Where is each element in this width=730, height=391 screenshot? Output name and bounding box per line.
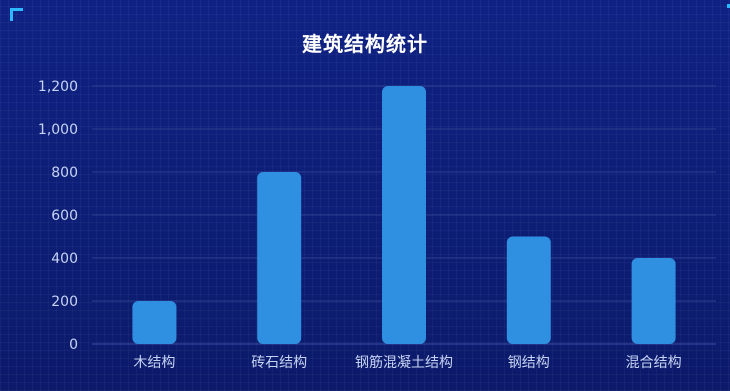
y-tick-label: 200 (51, 294, 78, 310)
x-axis-ticks: 木结构 砖石结构 钢筋混凝土结构 钢结构 混合结构 (133, 354, 681, 371)
x-tick-label: 钢筋混凝土结构 (355, 354, 453, 371)
x-tick-label: 木结构 (133, 355, 175, 371)
corner-decoration-top-right (727, 4, 730, 8)
x-tick-label: 混合结构 (626, 355, 682, 371)
y-tick-label: 0 (69, 337, 78, 353)
y-tick-label: 1,000 (38, 122, 78, 138)
bar (382, 86, 426, 344)
y-tick-label: 1,200 (38, 79, 78, 95)
y-axis-ticks: 0 200 400 600 800 1,000 1,200 (38, 79, 78, 353)
bar (506, 236, 551, 344)
bars (132, 86, 676, 344)
bar (132, 301, 177, 344)
y-tick-label: 400 (51, 251, 78, 267)
x-tick-label: 砖石结构 (251, 355, 307, 371)
bar (631, 258, 676, 344)
y-tick-label: 800 (51, 165, 78, 181)
chart-title: 建筑结构统计 (302, 32, 428, 56)
x-tick-label: 钢结构 (508, 355, 550, 371)
bar (257, 172, 302, 344)
y-tick-label: 600 (51, 208, 78, 224)
corner-decoration-top-left (10, 8, 23, 21)
